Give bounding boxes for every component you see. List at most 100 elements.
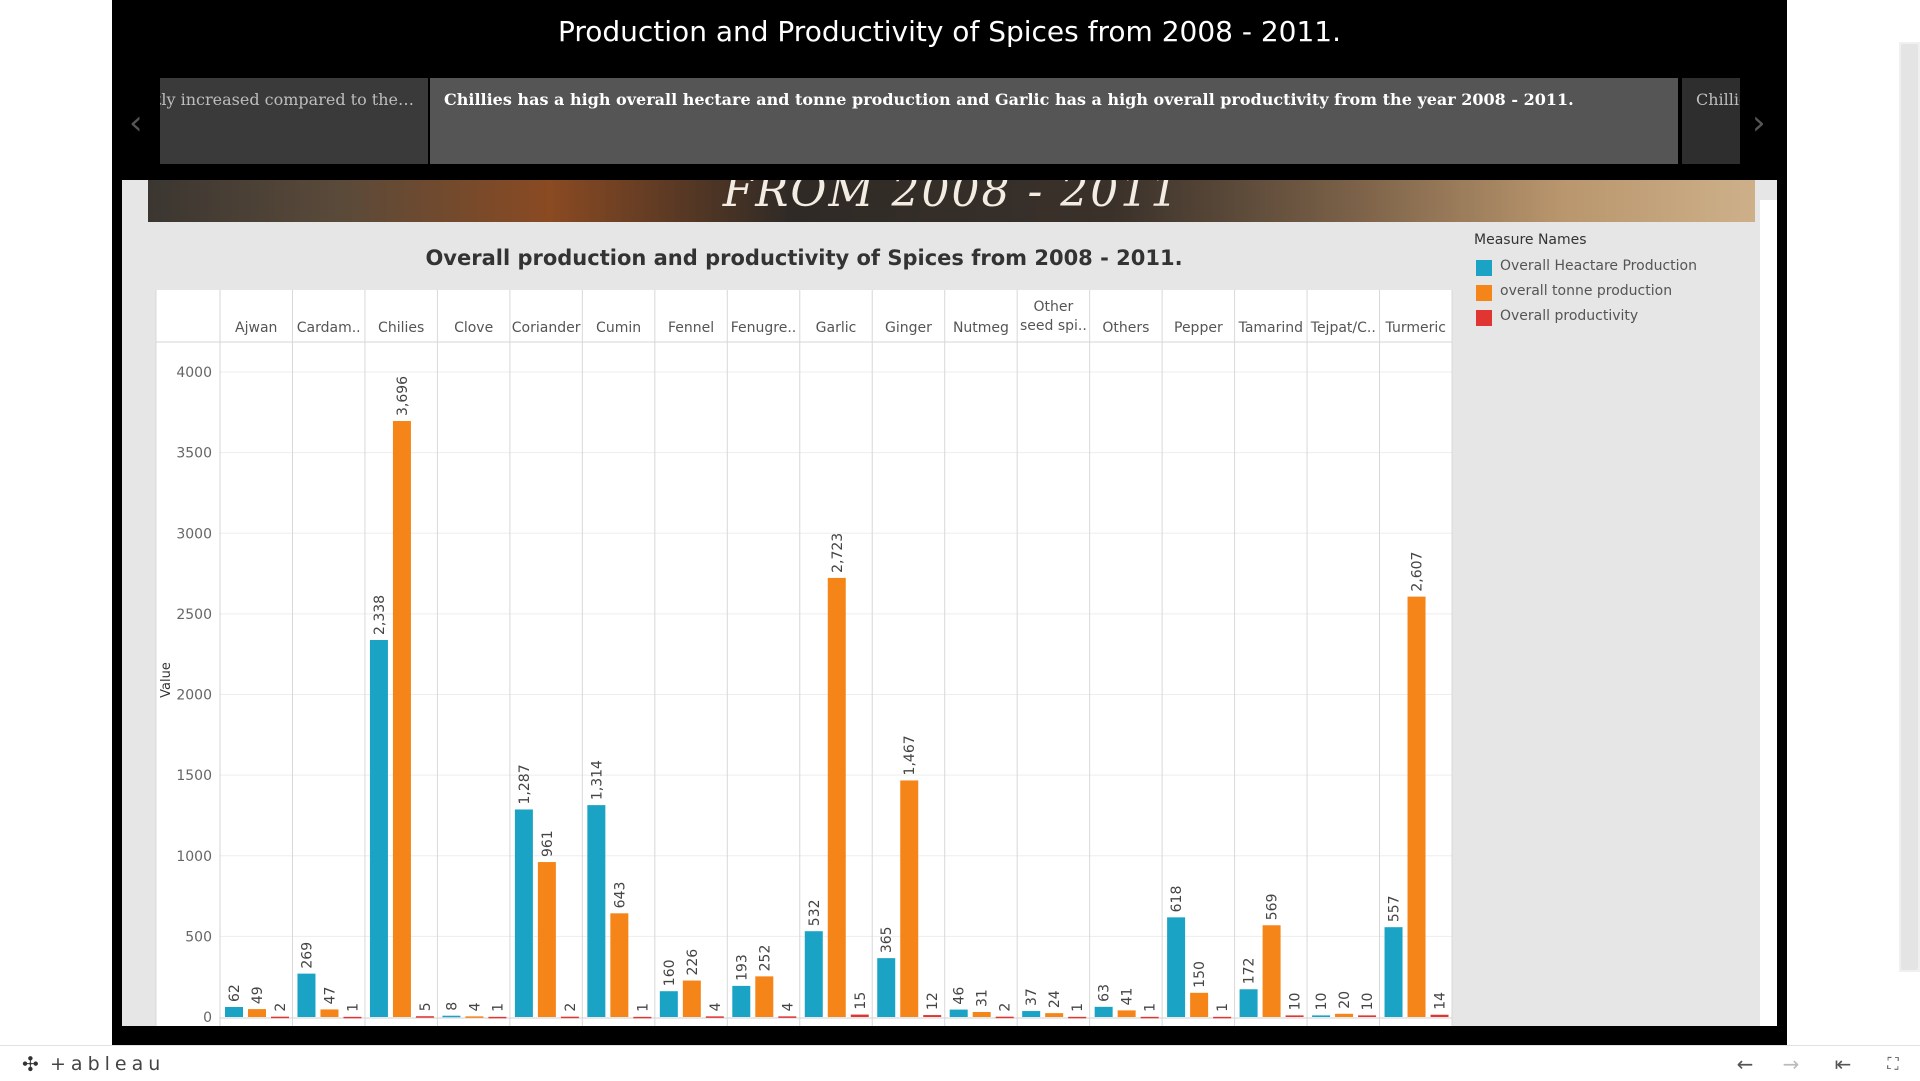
legend: Measure Names Overall Heactare Productio… [1474, 232, 1734, 331]
data-label: 172 [1242, 958, 1258, 985]
bar [537, 862, 556, 1017]
bar [369, 639, 388, 1017]
bar [778, 1016, 797, 1018]
category-label: Turmeric [1385, 320, 1446, 336]
legend-item[interactable]: Overall productivity [1474, 306, 1734, 331]
legend-label: Overall Heactare Production [1500, 258, 1697, 274]
y-tick-label: 2500 [176, 607, 212, 623]
data-label: 150 [1192, 961, 1208, 988]
legend-label: Overall productivity [1500, 308, 1639, 324]
story-point-previous-text: …ghtly increased compared to the [160, 90, 414, 109]
data-label: 4 [780, 1002, 796, 1011]
category-label: Clove [454, 320, 493, 336]
bar [610, 913, 629, 1017]
category-label: Coriander [512, 320, 581, 336]
legend-swatch [1476, 260, 1492, 276]
y-tick-label: 1000 [176, 849, 212, 865]
bar [850, 1014, 869, 1017]
plot-area [156, 342, 1452, 1026]
story-point-next[interactable]: Chillie… [1682, 78, 1740, 164]
bar [1213, 1016, 1232, 1019]
bar [343, 1016, 362, 1019]
bar [320, 1009, 339, 1017]
undo-button[interactable]: ← [1736, 1052, 1754, 1076]
bar [755, 976, 774, 1017]
legend-item[interactable]: overall tonne production [1474, 281, 1734, 306]
category-label: Ajwan [235, 320, 277, 336]
scrollbar-thumb[interactable] [1901, 44, 1918, 970]
bar [972, 1012, 991, 1017]
data-label: 10 [1314, 993, 1330, 1011]
tableau-logo-icon: ✣ [22, 1052, 39, 1076]
data-label: 12 [925, 992, 941, 1010]
story-point-current[interactable]: Chillies has a high overall hectare and … [430, 78, 1678, 164]
bar [1068, 1016, 1087, 1019]
category-label: Chilies [378, 320, 424, 336]
data-label: 10 [1288, 993, 1304, 1011]
bar [442, 1015, 461, 1018]
bar [1045, 1013, 1064, 1017]
y-tick-label: 1500 [176, 768, 212, 784]
data-label: 365 [879, 926, 895, 953]
chart-title: Overall production and productivity of S… [425, 246, 1182, 270]
bar [248, 1009, 266, 1017]
bar [1335, 1013, 1354, 1017]
data-label: 1,467 [902, 735, 918, 775]
revert-button[interactable]: ⇤ [1834, 1052, 1852, 1076]
bar [1312, 1015, 1331, 1017]
chevron-right-icon[interactable]: › [1752, 103, 1766, 143]
bar [1022, 1011, 1041, 1017]
fullscreen-button[interactable]: ⛶ [1887, 1054, 1899, 1073]
data-label: 63 [1097, 984, 1113, 1002]
bar [705, 1016, 724, 1018]
data-label: 5 [418, 1002, 434, 1011]
bar [488, 1016, 507, 1019]
data-label: 569 [1265, 894, 1281, 921]
category-label: Others [1102, 320, 1149, 336]
bar [1285, 1015, 1304, 1017]
data-label: 24 [1047, 990, 1063, 1008]
story-title: Production and Productivity of Spices fr… [557, 15, 1342, 48]
data-label: 2,723 [830, 533, 846, 573]
data-label: 10 [1360, 993, 1376, 1011]
bar [297, 973, 316, 1017]
category-label: Pepper [1174, 320, 1223, 336]
data-label: 1 [1070, 1003, 1086, 1012]
data-label: 2 [998, 1003, 1014, 1012]
chevron-left-icon[interactable]: ‹ [129, 103, 143, 143]
bar [633, 1016, 652, 1019]
data-label: 47 [322, 987, 338, 1005]
bar [827, 577, 846, 1017]
bar [1140, 1016, 1159, 1019]
bar [923, 1015, 942, 1017]
y-tick-label: 2000 [176, 688, 212, 704]
data-label: 1 [1215, 1003, 1231, 1012]
bar [682, 980, 701, 1017]
legend-items: Overall Heactare Production overall tonne… [1474, 256, 1734, 331]
banner-image: FROM 2008 - 2011 [148, 180, 1755, 222]
data-label: 14 [1433, 992, 1449, 1010]
bar [514, 809, 533, 1017]
data-label: 8 [444, 1002, 460, 1011]
banner-text: FROM 2008 - 2011 [722, 180, 1181, 217]
data-label: 2,607 [1410, 552, 1426, 592]
bar [560, 1016, 579, 1019]
data-label: 1 [490, 1003, 506, 1012]
data-label: 2,338 [372, 595, 388, 635]
bar [1167, 917, 1186, 1017]
bar [392, 421, 411, 1017]
legend-label: overall tonne production [1500, 283, 1673, 299]
category-label: Ginger [885, 320, 932, 336]
legend-item[interactable]: Overall Heactare Production [1474, 256, 1734, 281]
bar [1117, 1010, 1136, 1017]
y-tick-label: 0 [203, 1010, 212, 1026]
data-label: 4 [708, 1002, 724, 1011]
redo-button[interactable]: → [1782, 1052, 1800, 1076]
bar [1190, 992, 1209, 1017]
data-label: 31 [975, 989, 991, 1007]
data-label: 961 [540, 830, 556, 857]
story-point-previous[interactable]: …ghtly increased compared to the [160, 78, 428, 164]
data-label: 643 [612, 882, 628, 909]
data-label: 4 [467, 1002, 483, 1011]
bar [1262, 925, 1281, 1017]
